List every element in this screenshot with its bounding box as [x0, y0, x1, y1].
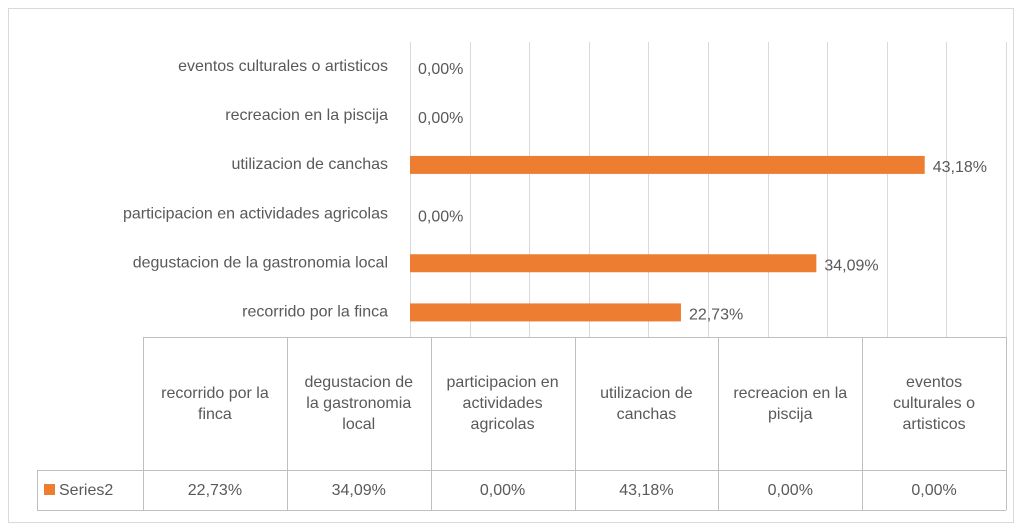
table-header: eventos culturales o artisticos [893, 374, 975, 433]
value-label: 0,00% [418, 208, 463, 225]
table-header: recreacion en la piscija [733, 384, 848, 423]
table-value: 43,18% [619, 482, 673, 499]
value-label: 0,00% [418, 61, 463, 78]
legend-label: Series2 [59, 482, 113, 499]
legend-swatch [44, 484, 55, 495]
table-header: participacion en actividades agricolas [446, 374, 559, 433]
table-header: utilizacion de canchas [600, 384, 693, 423]
table-value: 0,00% [768, 482, 813, 499]
value-label: 22,73% [689, 307, 743, 324]
value-label: 0,00% [418, 110, 463, 127]
bar [410, 303, 681, 322]
category-label: recorrido por la finca [242, 304, 388, 321]
category-label: eventos culturales o artisticos [178, 58, 388, 75]
category-label: degustacion de la gastronomia local [133, 254, 388, 271]
table-header: recorrido por la finca [161, 384, 269, 423]
table-value: 34,09% [332, 482, 386, 499]
table-value: 22,73% [188, 482, 242, 499]
category-label: utilizacion de canchas [231, 156, 388, 173]
bar [410, 155, 925, 174]
category-label: participacion en actividades agricolas [123, 205, 388, 222]
value-label: 43,18% [933, 159, 987, 176]
value-label: 34,09% [824, 257, 878, 274]
table-value: 0,00% [480, 482, 525, 499]
table-value: 0,00% [911, 482, 956, 499]
table-header: degustacion de la gastronomia local [304, 374, 413, 433]
category-label: recreacion en la piscija [225, 107, 388, 124]
bar [410, 254, 817, 273]
